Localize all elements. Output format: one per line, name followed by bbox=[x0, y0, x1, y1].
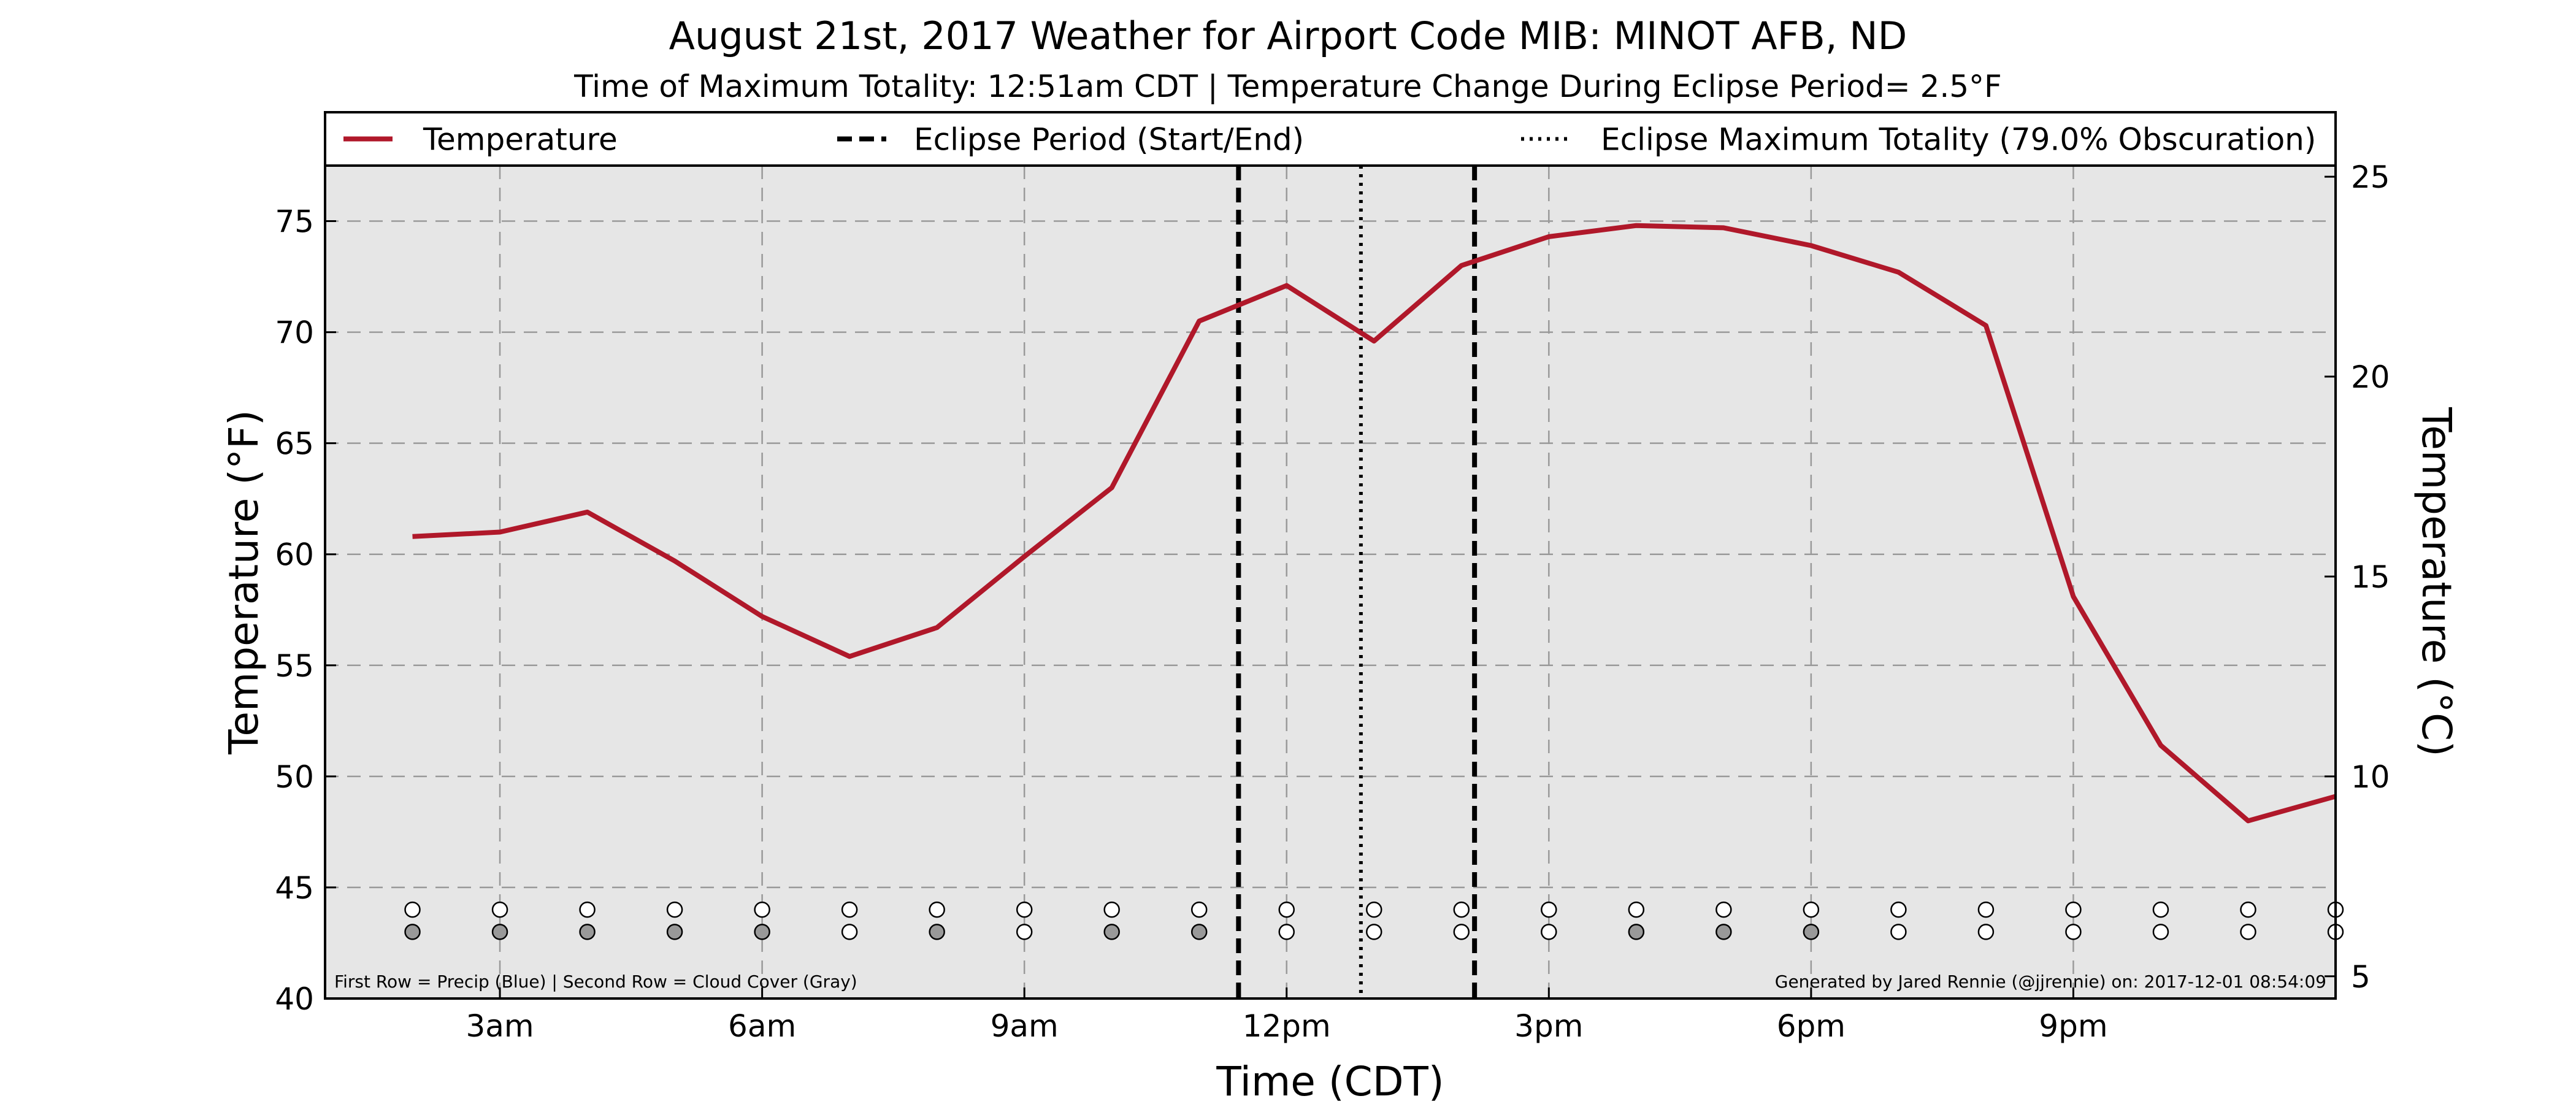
series-layer bbox=[412, 223, 2337, 824]
y-axis-left: 40 45 50 55 60 65 70 75 bbox=[275, 204, 336, 1017]
y-right-tick-label: 25 bbox=[2351, 159, 2390, 195]
legend-box bbox=[324, 111, 2337, 167]
cloud-marker bbox=[2152, 924, 2169, 940]
y-axis-right: 5 10 15 20 25 bbox=[2325, 159, 2390, 995]
precip-marker bbox=[929, 901, 945, 918]
precip-marker bbox=[2065, 901, 2082, 918]
y-tick-label: 45 bbox=[275, 870, 314, 906]
y-tick-label: 55 bbox=[275, 648, 314, 684]
precip-marker bbox=[579, 901, 596, 918]
cloud-marker bbox=[754, 924, 770, 940]
plot-area bbox=[325, 112, 2336, 999]
cloud-marker bbox=[1016, 924, 1033, 940]
grid-lines bbox=[325, 166, 2336, 999]
y-axis-label: Temperature (°F) bbox=[220, 410, 267, 755]
precip-marker bbox=[404, 901, 421, 918]
x-tick-label: 6am bbox=[728, 1008, 796, 1044]
cloud-marker bbox=[1103, 924, 1120, 940]
cloud-marker bbox=[1715, 924, 1732, 940]
legend-max-totality-label: Eclipse Maximum Totality (79.0% Obscurat… bbox=[1601, 122, 2316, 158]
y-tick-label: 75 bbox=[275, 204, 314, 240]
y-right-tick-label: 10 bbox=[2351, 759, 2390, 795]
footnote-generated-by: Generated by Jared Rennie (@jjrennie) on… bbox=[1775, 972, 2326, 992]
precip-marker bbox=[1278, 901, 1295, 918]
cloud-marker bbox=[2065, 924, 2082, 940]
precip-marker bbox=[666, 901, 683, 918]
cloud-marker bbox=[1453, 924, 1470, 940]
precip-marker bbox=[1890, 901, 1907, 918]
x-axis-label: Time (CDT) bbox=[1216, 1058, 1444, 1104]
x-tick-label: 6pm bbox=[1777, 1008, 1846, 1044]
cloud-marker bbox=[666, 924, 683, 940]
y-tick-label: 65 bbox=[275, 426, 314, 462]
cloud-marker bbox=[404, 924, 421, 940]
chart-subtitle: Time of Maximum Totality: 12:51am CDT | … bbox=[573, 69, 2002, 104]
cloud-marker bbox=[2240, 924, 2256, 940]
precip-marker bbox=[1715, 901, 1732, 918]
x-tick-label: 3am bbox=[466, 1008, 534, 1044]
cloud-marker bbox=[1366, 924, 1382, 940]
precip-marker bbox=[1016, 901, 1033, 918]
x-tick-label: 3pm bbox=[1514, 1008, 1583, 1044]
y-tick-label: 70 bbox=[275, 315, 314, 351]
precip-marker bbox=[754, 901, 770, 918]
precip-marker bbox=[1803, 901, 1820, 918]
precip-marker bbox=[1366, 901, 1382, 918]
cloud-marker bbox=[491, 924, 508, 940]
cloud-marker bbox=[579, 924, 596, 940]
cloud-marker bbox=[1890, 924, 1907, 940]
cloud-marker bbox=[929, 924, 945, 940]
precip-marker bbox=[491, 901, 508, 918]
footnote-legend-rows: First Row = Precip (Blue) | Second Row =… bbox=[334, 972, 857, 992]
precip-marker bbox=[1190, 901, 1208, 918]
y-tick-label: 60 bbox=[275, 537, 314, 573]
cloud-marker bbox=[1190, 924, 1208, 940]
x-tick-label: 9pm bbox=[2039, 1008, 2107, 1044]
precip-marker bbox=[1453, 901, 1470, 918]
y-right-tick-label: 15 bbox=[2351, 559, 2390, 595]
precip-marker bbox=[841, 901, 858, 918]
legend-temperature-label: Temperature bbox=[423, 122, 618, 158]
precip-marker bbox=[1628, 901, 1645, 918]
x-tick-label: 12pm bbox=[1243, 1008, 1331, 1044]
precip-marker bbox=[1541, 901, 1557, 918]
chart-title: August 21st, 2017 Weather for Airport Co… bbox=[669, 13, 1907, 58]
precip-marker bbox=[2152, 901, 2169, 918]
cloud-marker bbox=[1278, 924, 1295, 940]
y-axis-right-label: Temperature (°C) bbox=[2413, 407, 2460, 757]
precip-marker bbox=[1103, 901, 1120, 918]
cloud-marker bbox=[1977, 924, 1995, 940]
cloud-marker bbox=[1628, 924, 1645, 940]
precip-marker bbox=[2240, 901, 2256, 918]
cloud-marker bbox=[1541, 924, 1557, 940]
precip-marker bbox=[1977, 901, 1995, 918]
x-axis: 3am 6am 9am 12pm 3pm 6pm 9pm bbox=[466, 987, 2108, 1044]
y-right-tick-label: 5 bbox=[2351, 959, 2371, 995]
cloud-marker bbox=[1803, 924, 1820, 940]
temperature-line bbox=[412, 223, 2337, 824]
x-tick-label: 9am bbox=[991, 1008, 1059, 1044]
legend-eclipse-period-label: Eclipse Period (Start/End) bbox=[914, 122, 1304, 158]
y-right-tick-label: 20 bbox=[2351, 359, 2390, 395]
cloud-marker bbox=[841, 924, 858, 940]
legend: Temperature Eclipse Period (Start/End) E… bbox=[324, 111, 2337, 167]
y-tick-label: 50 bbox=[275, 759, 314, 795]
y-tick-label: 40 bbox=[275, 981, 314, 1017]
marker-rows bbox=[404, 901, 2344, 940]
